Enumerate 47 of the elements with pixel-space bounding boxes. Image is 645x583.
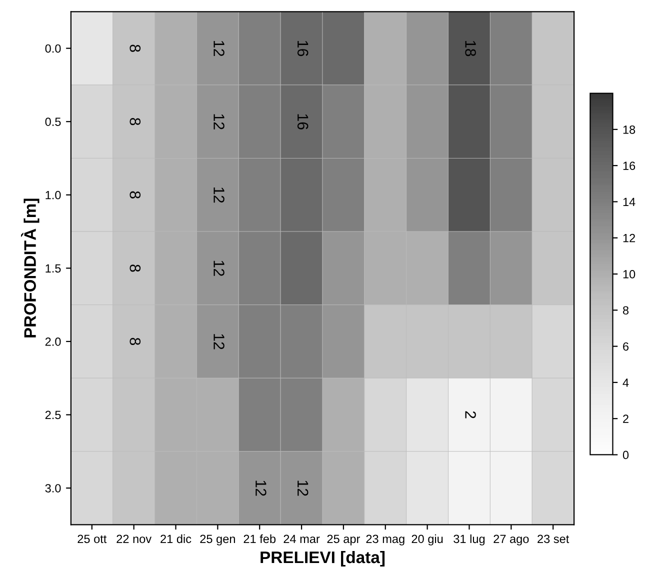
color-bar-label: 16: [623, 162, 636, 170]
y-axis-title: PROFONDITÀ [m]: [21, 198, 40, 338]
x-tick-label: 25 gen: [200, 534, 235, 546]
x-tick-label: 27 ago: [494, 534, 529, 546]
color-bar-label: 0: [622, 450, 629, 460]
y-tick-label: 0.5: [45, 118, 61, 126]
y-tick-label: 3.0: [45, 484, 61, 492]
x-tick-label: 21 feb: [244, 534, 276, 544]
y-tick-label: 2.5: [45, 410, 61, 420]
annotation: 12: [298, 480, 308, 496]
x-tick-label: 31 lug: [454, 534, 485, 546]
annotation: 8: [130, 44, 141, 52]
color-bar-label: 2: [623, 414, 628, 423]
x-tick-label: 25 ott: [78, 534, 107, 544]
annotation: 2: [465, 411, 476, 418]
annotation: 8: [130, 338, 141, 346]
color-bar-label: 14: [623, 198, 636, 206]
x-axis-title: PRELIEVI [data]: [260, 550, 385, 567]
color-bar-label: 18: [623, 125, 636, 134]
x-tick-label: 21 dic: [160, 534, 192, 544]
x-tick-label: 23 mag: [366, 534, 404, 546]
color-bar-label: 6: [623, 342, 629, 351]
annotation: 12: [214, 40, 224, 56]
annotation: 8: [130, 264, 141, 272]
annotation: 12: [214, 114, 224, 130]
x-tick-label: 24 mar: [284, 534, 320, 544]
annotation: 8: [130, 118, 141, 126]
annotation: 16: [297, 40, 308, 56]
annotation: 16: [297, 114, 308, 130]
color-bar-label: 10: [623, 270, 636, 278]
annotation: 8: [130, 191, 141, 198]
color-bar-label: 12: [623, 234, 636, 242]
y-tick-label: 1.5: [46, 264, 61, 273]
x-tick-label: 20 giu: [412, 534, 443, 546]
color-bar-label: 8: [622, 306, 629, 315]
y-tick-label: 0.0: [45, 44, 61, 53]
annotation: 18: [465, 40, 476, 56]
annotation: 12: [256, 480, 266, 496]
y-tick-label: 2.0: [45, 338, 61, 346]
x-tick-label: 23 set: [538, 534, 570, 544]
y-tick-label: 1.0: [46, 190, 61, 200]
x-tick-label: 22 nov: [116, 534, 152, 544]
color-bar-label: 4: [622, 378, 629, 387]
x-tick-label: 25 apr: [327, 534, 360, 546]
annotation: 12: [214, 260, 224, 276]
annotation: 12: [214, 334, 224, 350]
annotation: 12: [214, 188, 224, 203]
